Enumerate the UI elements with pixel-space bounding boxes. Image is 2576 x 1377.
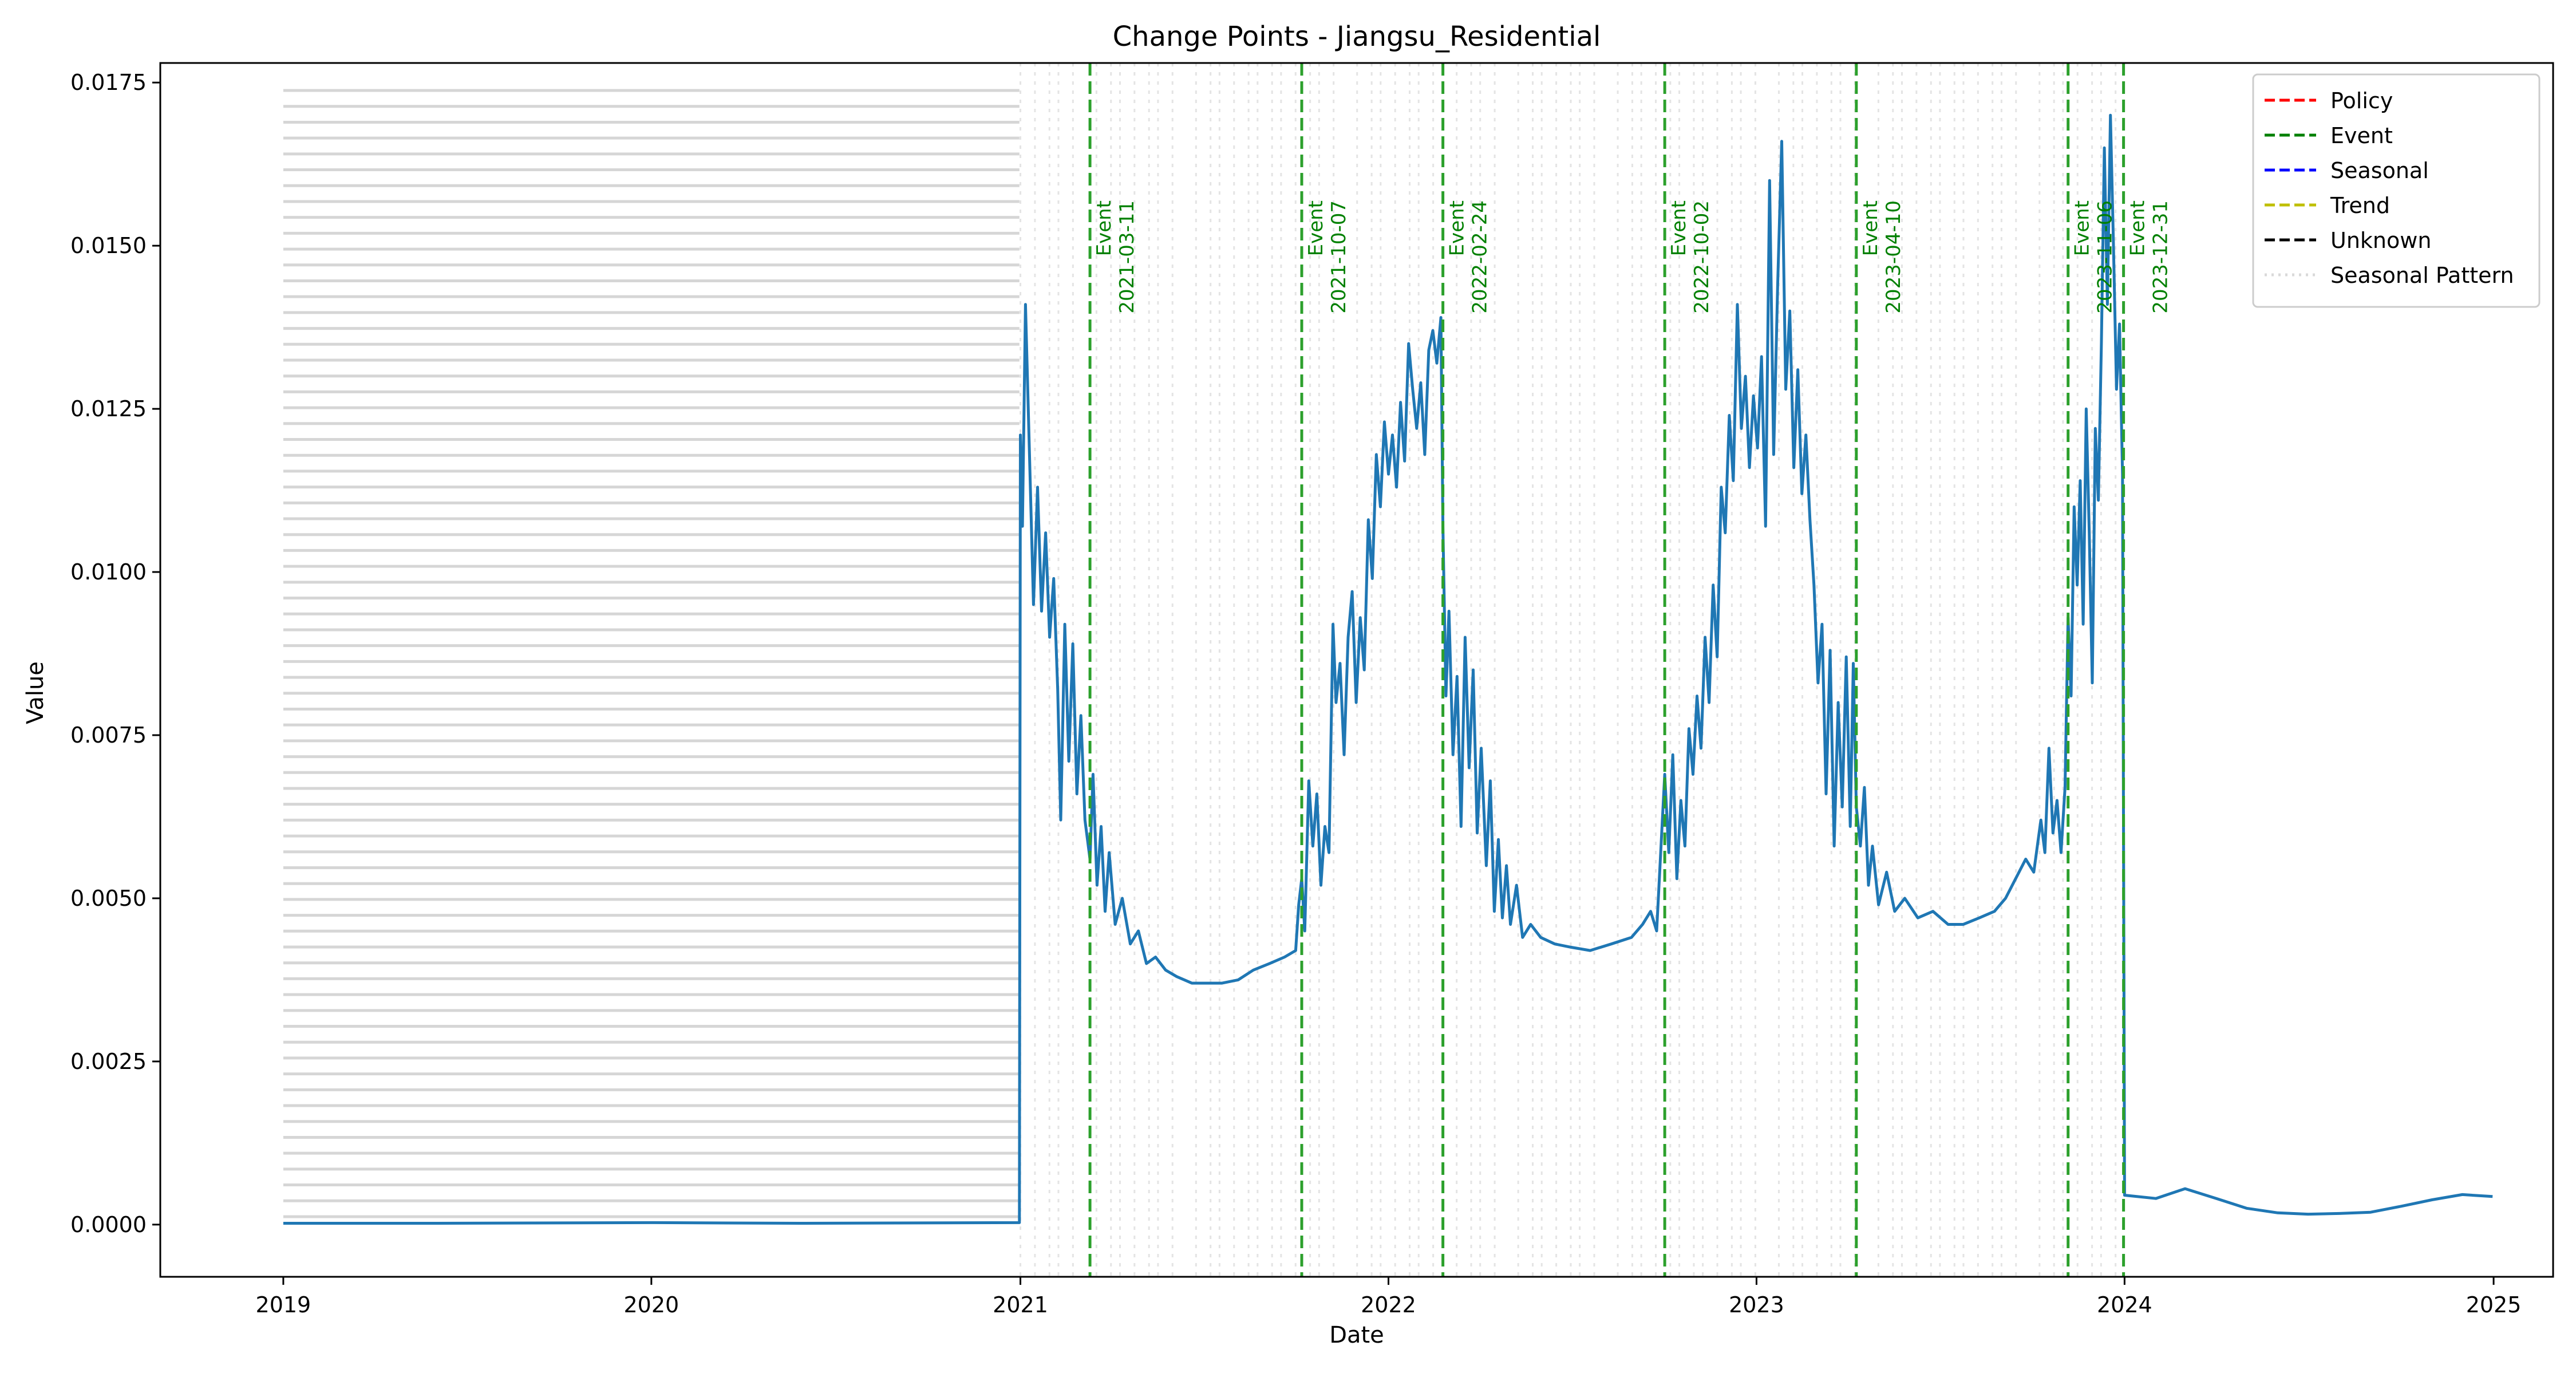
y-tick-label: 0.0100 — [70, 559, 147, 585]
change-point-label: Event 2022-02-24 — [1446, 200, 1492, 314]
legend: Policy Event Seasonal Trend Unknown Seasonal … — [2252, 73, 2541, 308]
change-point-label: Event 2022-10-02 — [1668, 200, 1713, 314]
x-tick-label: 2025 — [2466, 1292, 2522, 1317]
x-tick-label: 2020 — [623, 1292, 679, 1317]
change-point-label-date: 2023-04-10 — [1882, 200, 1905, 314]
legend-label: Seasonal Pattern — [2330, 263, 2514, 288]
x-tick-label: 2022 — [1361, 1292, 1416, 1317]
change-point-label: Event 2023-11-06 — [2071, 200, 2117, 314]
legend-label: Policy — [2330, 88, 2393, 113]
legend-label: Trend — [2330, 193, 2390, 218]
y-tick-label: 0.0125 — [70, 396, 147, 421]
change-point-label-date: 2021-03-11 — [1116, 200, 1139, 314]
plot-frame — [159, 62, 2554, 1278]
change-point-layer: Event 2021-03-11 Event 2021-10-07 Event 2022-… — [1088, 63, 2172, 1277]
change-point-label: Event 2023-12-31 — [2127, 200, 2172, 314]
x-tick-label: 2019 — [256, 1292, 311, 1317]
legend-box — [2252, 73, 2541, 308]
change-point-label-date: 2021-10-07 — [1327, 200, 1350, 314]
change-point-label-date: 2023-11-06 — [2094, 200, 2117, 314]
change-point-label-date: 2023-12-31 — [2150, 200, 2172, 314]
y-tick-label: 0.0000 — [70, 1212, 147, 1237]
y-tick-label: 0.0150 — [70, 233, 147, 258]
legend-label: Seasonal — [2330, 158, 2429, 183]
y-tick-label: 0.0025 — [70, 1049, 147, 1074]
x-tick-label: 2024 — [2097, 1292, 2152, 1317]
chart-title: Change Points - Jiangsu_Residential — [1113, 21, 1601, 53]
y-axis-label: Value — [22, 661, 49, 724]
change-point-label-type: Event — [1668, 200, 1690, 256]
series-line-0 — [283, 113, 2493, 1225]
change-point-label-type: Event — [2127, 200, 2150, 256]
change-point-label-type: Event — [1093, 200, 1116, 256]
legend-label: Unknown — [2330, 228, 2431, 253]
change-point-label: Event 2023-04-10 — [1859, 200, 1905, 314]
y-tick-label: 0.0050 — [70, 886, 147, 911]
change-point-label-date: 2022-10-02 — [1690, 200, 1713, 314]
y-axis-ticks: 0.0000 0.0025 0.0050 0.0075 0.0100 0.0125 0.01… — [70, 70, 160, 1237]
y-tick-label: 0.0175 — [70, 70, 147, 95]
change-point-label-type: Event — [1305, 200, 1327, 256]
change-point-label: Event 2021-03-11 — [1093, 200, 1139, 314]
change-point-label-date: 2022-02-24 — [1469, 200, 1492, 314]
x-tick-label: 2023 — [1729, 1292, 1784, 1317]
x-tick-label: 2021 — [993, 1292, 1048, 1317]
seasonal-pattern-layer — [283, 63, 2117, 1277]
change-point-label-type: Event — [1859, 200, 1882, 256]
y-tick-label: 0.0075 — [70, 723, 147, 748]
change-point-label-type: Event — [1446, 200, 1469, 256]
legend-label: Event — [2330, 123, 2393, 148]
change-point-label-type: Event — [2071, 200, 2094, 256]
x-axis-label: Date — [1329, 1322, 1384, 1348]
series-layer — [283, 113, 2493, 1225]
x-axis-ticks: 2019 2020 2021 2022 2023 2024 2025 — [256, 1277, 2522, 1317]
change-point-label: Event 2021-10-07 — [1305, 200, 1350, 314]
